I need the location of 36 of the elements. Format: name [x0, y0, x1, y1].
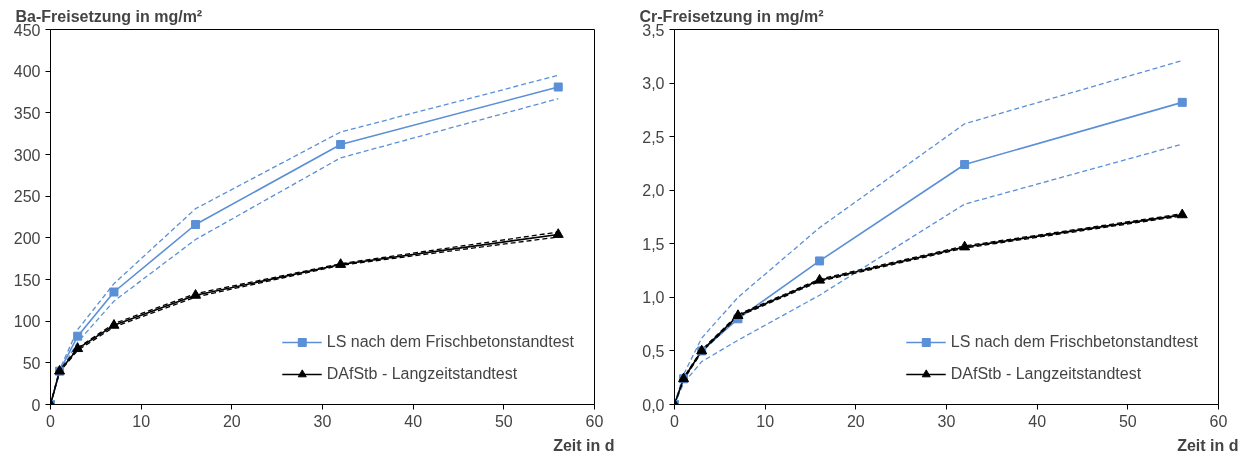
y-tick-label: 50: [22, 354, 41, 372]
y-tick-label: 3,0: [642, 75, 665, 93]
x-tick-label: 20: [222, 412, 241, 430]
y-tick-label: 2,5: [642, 128, 665, 146]
y-tick-label: 1,0: [642, 289, 665, 307]
y-tick-label: 200: [13, 229, 41, 247]
legend-label: LS nach dem Frischbetonstandtest: [950, 333, 1198, 351]
x-tick-label: 50: [1118, 412, 1137, 430]
x-tick-label: 40: [1028, 412, 1047, 430]
x-tick-label: 0: [670, 412, 680, 430]
x-tick-label: 20: [846, 412, 865, 430]
y-tick-label: 0: [31, 396, 41, 414]
x-tick-label: 10: [756, 412, 775, 430]
x-tick-label: 10: [132, 412, 151, 430]
y-tick-label: 0,5: [642, 342, 665, 360]
legend-label: DAfStb - Langzeitstandtest: [950, 365, 1142, 383]
y-tick-label: 400: [13, 63, 41, 81]
y-tick-label: 0,0: [642, 396, 665, 414]
x-tick-label: 60: [585, 412, 604, 430]
y-tick-label: 2,0: [642, 182, 665, 200]
x-tick-label: 30: [937, 412, 956, 430]
x-axis-title: Zeit in d: [553, 436, 615, 454]
x-tick-label: 0: [46, 412, 56, 430]
x-tick-label: 50: [494, 412, 513, 430]
y-tick-label: 100: [13, 313, 41, 331]
x-tick-label: 60: [1209, 412, 1228, 430]
y-tick-label: 300: [13, 146, 41, 164]
y-tick-label: 150: [13, 271, 41, 289]
x-tick-label: 30: [313, 412, 332, 430]
x-axis-title: Zeit in d: [1177, 436, 1239, 454]
y-tick-label: 350: [13, 104, 41, 122]
legend-label: LS nach dem Frischbetonstandtest: [326, 333, 574, 351]
y-tick-label: 1,5: [642, 235, 665, 253]
y-tick-label: 250: [13, 188, 41, 206]
legend-label: DAfStb - Langzeitstandtest: [326, 365, 518, 383]
x-tick-label: 40: [404, 412, 423, 430]
